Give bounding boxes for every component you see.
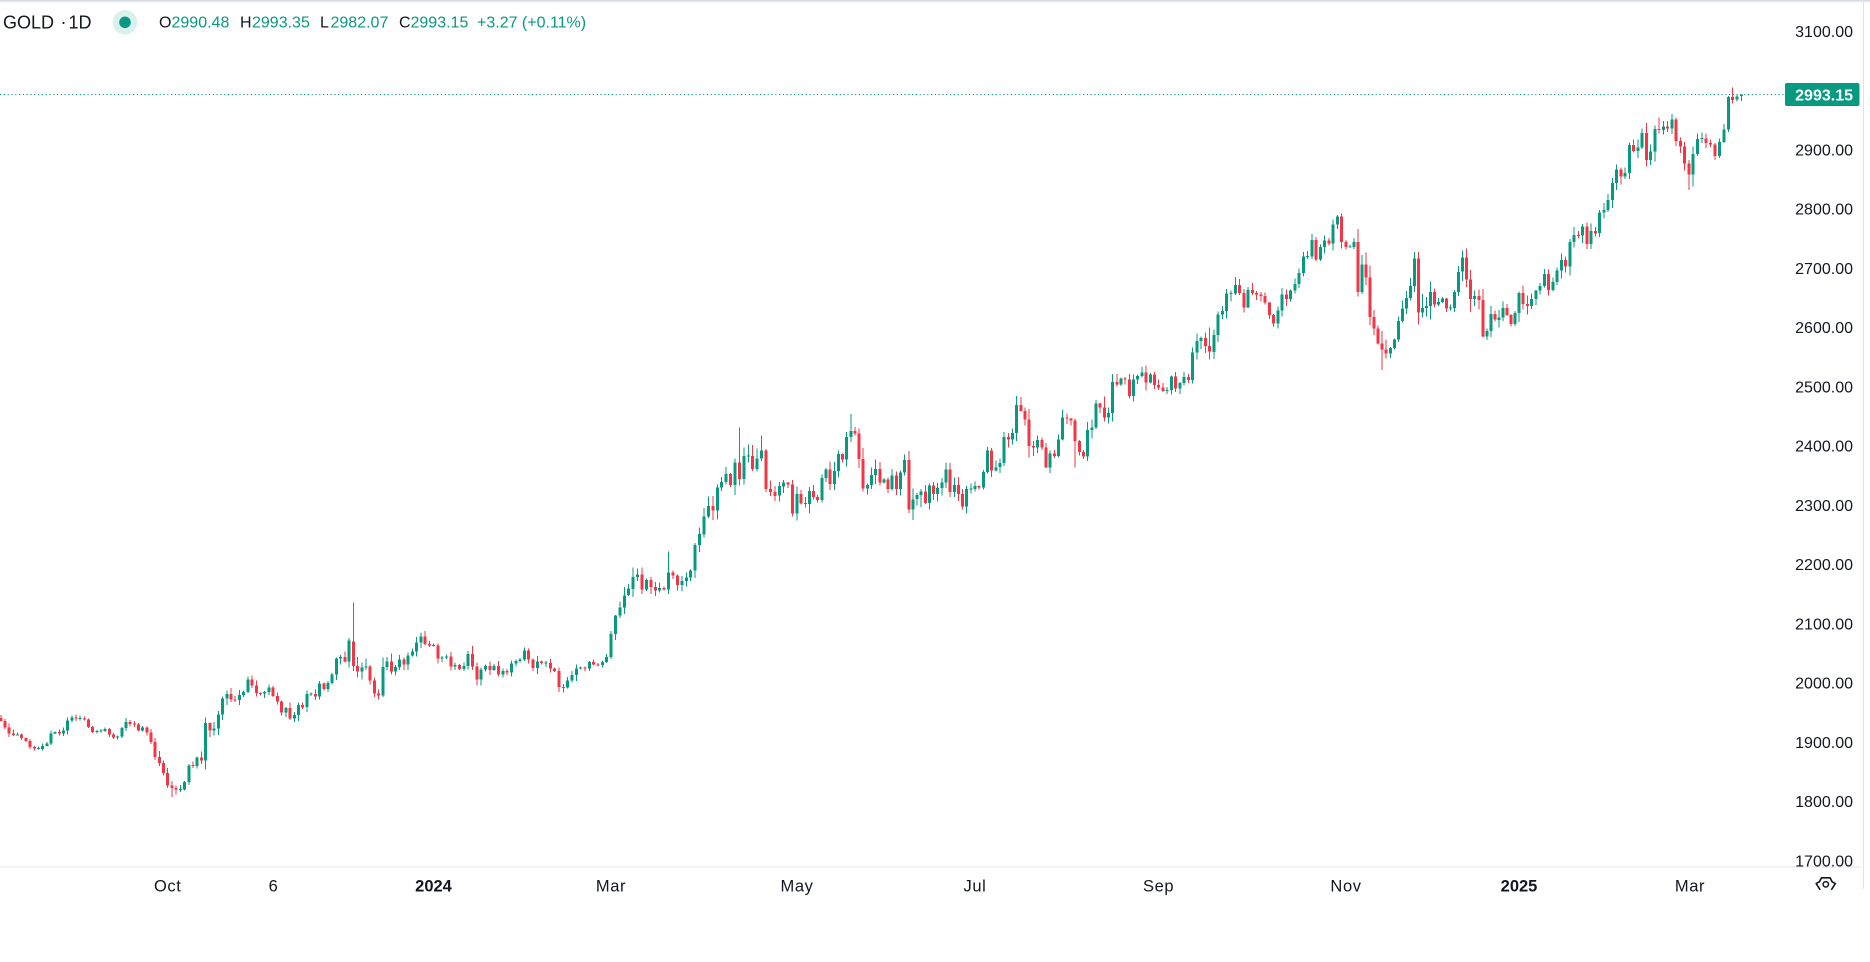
svg-text:2400.00: 2400.00 <box>1795 439 1853 456</box>
svg-text:2993.15: 2993.15 <box>1795 88 1853 105</box>
svg-text:2600.00: 2600.00 <box>1795 320 1853 337</box>
svg-text:Mar: Mar <box>596 878 626 896</box>
svg-text:·: · <box>61 12 67 32</box>
svg-text:2200.00: 2200.00 <box>1795 557 1853 574</box>
svg-text:Oct: Oct <box>154 878 181 896</box>
svg-text:2800.00: 2800.00 <box>1795 202 1853 219</box>
svg-text:May: May <box>781 878 814 896</box>
svg-text:H: H <box>240 15 252 32</box>
svg-text:Mar: Mar <box>1675 878 1705 896</box>
svg-text:1900.00: 1900.00 <box>1795 735 1853 752</box>
svg-text:+3.27 (+0.11%): +3.27 (+0.11%) <box>477 15 586 32</box>
svg-text:2993.15: 2993.15 <box>411 15 469 32</box>
svg-text:2025: 2025 <box>1501 878 1538 896</box>
svg-text:2982.07: 2982.07 <box>331 15 389 32</box>
svg-text:C: C <box>399 15 411 32</box>
svg-text:3100.00: 3100.00 <box>1795 24 1853 41</box>
svg-text:Sep: Sep <box>1143 878 1174 896</box>
svg-text:1800.00: 1800.00 <box>1795 794 1853 811</box>
svg-text:Nov: Nov <box>1330 878 1361 896</box>
svg-text:2300.00: 2300.00 <box>1795 498 1853 515</box>
svg-text:2100.00: 2100.00 <box>1795 616 1853 633</box>
svg-text:2500.00: 2500.00 <box>1795 379 1853 396</box>
svg-text:1700.00: 1700.00 <box>1795 853 1853 870</box>
svg-text:L: L <box>320 15 329 32</box>
svg-text:O: O <box>159 15 171 32</box>
svg-text:1D: 1D <box>69 13 92 33</box>
svg-text:2024: 2024 <box>415 878 453 896</box>
svg-text:Jul: Jul <box>964 878 987 896</box>
svg-text:6: 6 <box>269 878 279 896</box>
svg-text:GOLD: GOLD <box>3 13 54 33</box>
svg-text:2900.00: 2900.00 <box>1795 142 1853 159</box>
svg-text:2700.00: 2700.00 <box>1795 261 1853 278</box>
svg-text:2990.48: 2990.48 <box>172 15 230 32</box>
svg-text:2993.35: 2993.35 <box>252 15 310 32</box>
svg-text:2000.00: 2000.00 <box>1795 676 1853 693</box>
